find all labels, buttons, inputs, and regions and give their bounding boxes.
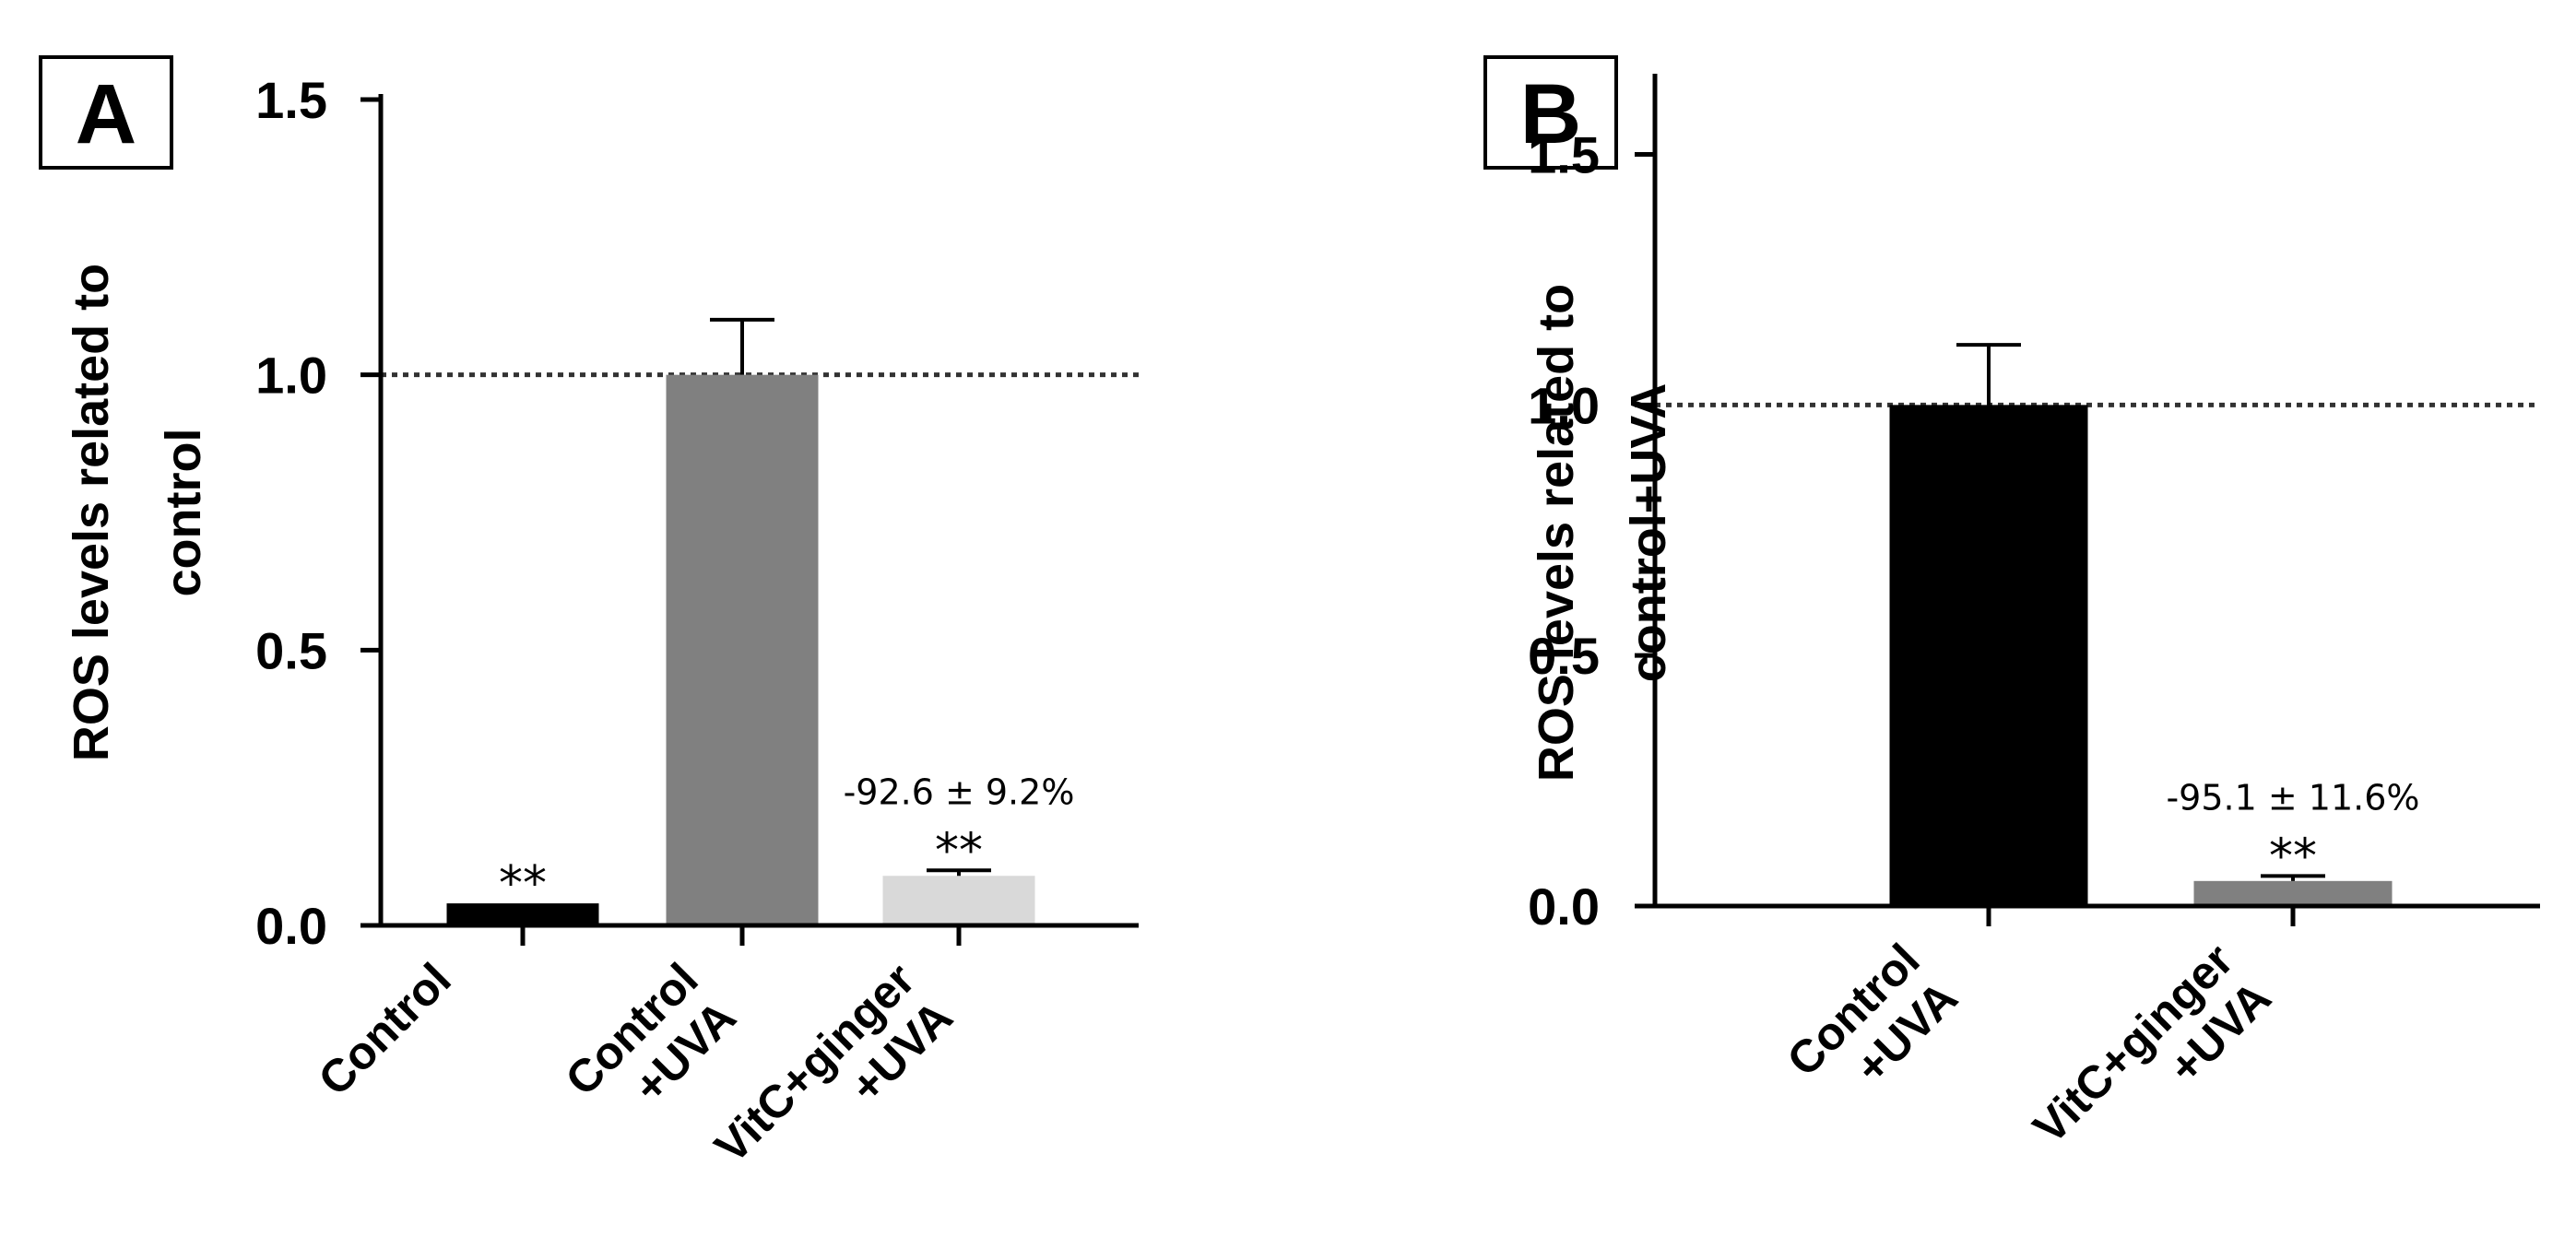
y-tick-label: 0.5 [255,621,327,679]
significance-mark: ** [2269,829,2317,884]
y-tick-label: 1.5 [255,71,327,129]
x-tick-label: VitC+ginger+UVA [2023,934,2280,1191]
y-axis-label: ROS levels related to [1529,284,1584,782]
x-tick-label: Control [309,953,461,1105]
y-axis-label: control [156,429,211,597]
x-tick-label: VitC+ginger+UVA [704,953,962,1210]
bar-3 [882,876,1035,925]
y-tick-label: 1.0 [255,347,327,405]
significance-mark: ** [935,823,983,878]
y-tick-label: 1.5 [1528,126,1600,184]
percent-change-label: -95.1 ± 11.6% [2166,777,2419,818]
bar-1 [446,903,599,925]
y-axis-label: control+UVA [1621,383,1676,683]
panel-label: A [76,67,136,161]
panel-label-box [1483,55,1618,170]
y-axis-label: ROS levels related to [64,264,119,761]
percent-change-label: -92.6 ± 9.2% [844,771,1075,812]
chart-panel-b: B ** -95.1 ± 11.6% 0.0 0.5 1.0 1.5 Control+UVA V… [1483,55,2540,1191]
y-tick-label: 0.0 [1528,877,1600,936]
panel-label: B [1520,67,1581,161]
chart-panel-a: A ** ** -92.6 ± 9.2% 0.0 0.5 1.0 1.5 Control Cont… [39,55,1139,1210]
bar-2 [2193,880,2393,906]
y-tick-label: 1.0 [1528,376,1600,434]
y-tick-label: 0.0 [255,897,327,955]
x-tick-label: Control+UVA [1778,934,1967,1124]
bar-1 [1889,405,2088,906]
panel-label-box [39,55,173,170]
bar-2 [666,374,819,926]
significance-mark: ** [499,856,547,912]
y-tick-label: 0.5 [1528,627,1600,685]
x-tick-label: Control+UVA [556,953,746,1143]
